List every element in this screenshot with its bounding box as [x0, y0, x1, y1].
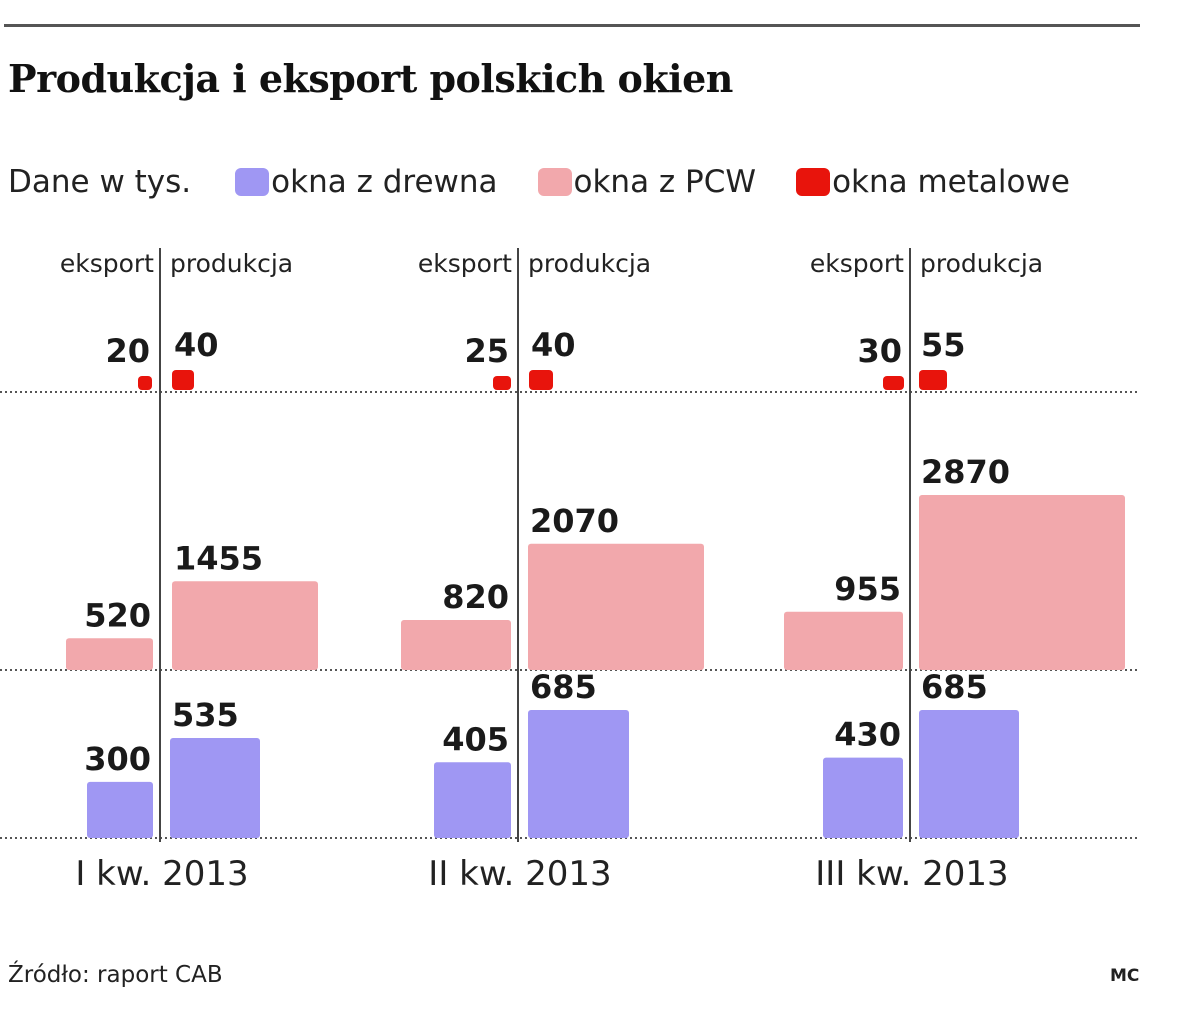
value-label-metal-eksport-1: 25: [464, 332, 509, 370]
bar-metal-produkcja-2: [919, 370, 947, 390]
legend-label-pcw: okna z PCW: [573, 164, 757, 200]
bar-wood-eksport-0: [87, 781, 153, 838]
header-eksport-0: eksport: [60, 249, 154, 278]
value-label-pcw-eksport-0: 520: [84, 596, 151, 634]
header-produkcja-0: produkcja: [170, 249, 293, 278]
header-eksport-1: eksport: [418, 249, 512, 278]
legend-item-pcw: okna z PCW: [537, 164, 757, 200]
bar-pcw-produkcja-2: [919, 495, 1125, 670]
value-label-metal-produkcja-2: 55: [921, 326, 966, 364]
bar-metal-eksport-1: [493, 376, 511, 390]
value-label-metal-produkcja-0: 40: [174, 326, 219, 364]
header-produkcja-1: produkcja: [528, 249, 651, 278]
unit-label: Dane w tys.: [8, 164, 192, 200]
header-eksport-2: eksport: [810, 249, 904, 278]
value-label-wood-eksport-1: 405: [442, 720, 509, 758]
bar-pcw-eksport-0: [66, 638, 153, 670]
top-rule: [4, 24, 1140, 27]
category-label-2: III kw. 2013: [815, 854, 1008, 894]
value-label-pcw-produkcja-0: 1455: [174, 539, 263, 577]
bar-wood-produkcja-1: [528, 709, 629, 838]
value-label-pcw-eksport-2: 955: [834, 570, 901, 608]
legend-swatch-wood: [235, 168, 270, 196]
value-label-metal-eksport-2: 30: [857, 332, 902, 370]
bar-pcw-eksport-1: [401, 620, 511, 670]
value-label-wood-eksport-2: 430: [834, 716, 901, 754]
legend-swatch-pcw: [537, 168, 572, 196]
value-label-wood-produkcja-1: 685: [530, 668, 597, 706]
source-note: Źródło: raport CAB: [8, 962, 223, 988]
value-label-pcw-produkcja-2: 2870: [921, 453, 1010, 491]
chart-title: Produkcja i eksport polskich okien: [8, 56, 733, 101]
category-label-1: II kw. 2013: [428, 854, 611, 894]
bar-metal-eksport-0: [138, 376, 152, 390]
value-label-wood-eksport-0: 300: [84, 740, 151, 778]
author-credit: MC: [1110, 966, 1140, 986]
bar-metal-produkcja-0: [172, 370, 194, 390]
legend-label-wood: okna z drewna: [271, 164, 498, 200]
legend-label-metal: okna metalowe: [832, 164, 1070, 200]
value-label-pcw-eksport-1: 820: [442, 578, 509, 616]
bar-metal-eksport-2: [883, 376, 904, 390]
value-label-wood-produkcja-2: 685: [921, 668, 988, 706]
legend: Dane w tys. okna z drewna okna z PCW okn…: [8, 160, 1070, 204]
bar-wood-eksport-2: [823, 757, 903, 838]
bar-wood-produkcja-2: [919, 709, 1019, 838]
bar-wood-produkcja-0: [170, 738, 260, 838]
category-label-0: I kw. 2013: [75, 854, 248, 894]
bar-wood-eksport-1: [434, 762, 511, 838]
legend-swatch-metal: [796, 168, 831, 196]
bar-metal-produkcja-1: [529, 370, 553, 390]
bar-pcw-eksport-2: [784, 611, 903, 670]
header-produkcja-2: produkcja: [920, 249, 1043, 278]
legend-item-wood: okna z drewna: [235, 164, 498, 200]
value-label-metal-produkcja-1: 40: [531, 326, 576, 364]
bar-pcw-produkcja-0: [172, 581, 318, 670]
value-label-wood-produkcja-0: 535: [172, 696, 239, 734]
bar-pcw-produkcja-1: [528, 543, 704, 670]
value-label-metal-eksport-0: 20: [105, 332, 150, 370]
value-label-pcw-produkcja-1: 2070: [530, 502, 619, 540]
legend-item-metal: okna metalowe: [796, 164, 1070, 200]
